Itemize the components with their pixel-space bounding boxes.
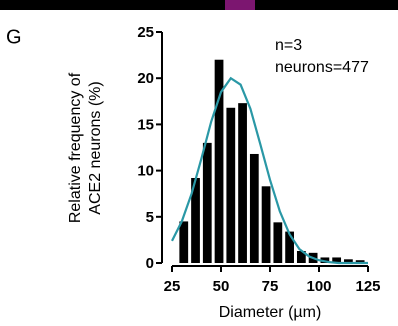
y-tick-label: 5 xyxy=(146,209,154,226)
bar xyxy=(191,177,200,263)
bar xyxy=(285,231,294,263)
x-tick-label: 25 xyxy=(164,278,181,295)
x-tick-label: 75 xyxy=(262,278,279,295)
bar xyxy=(296,250,306,263)
y-tick-label: 15 xyxy=(137,116,154,133)
y-tick-label: 20 xyxy=(137,70,154,87)
bar xyxy=(332,257,342,263)
bar xyxy=(179,221,189,263)
bar xyxy=(344,259,353,263)
x-tick-label: 50 xyxy=(213,278,230,295)
x-tick-label: 125 xyxy=(355,278,380,295)
bar xyxy=(249,153,259,263)
annotation: n=3 xyxy=(275,37,302,54)
fit-curve xyxy=(171,76,368,265)
x-tick-label: 100 xyxy=(306,278,331,295)
bar xyxy=(261,186,271,263)
bar xyxy=(273,222,283,263)
y-tick-label: 10 xyxy=(137,163,154,180)
y-axis-label: Relative frequency of xyxy=(67,72,84,223)
x-axis-label: Diameter (µm) xyxy=(219,304,322,321)
bar xyxy=(202,142,212,263)
bar xyxy=(214,59,224,263)
y-axis-label: ACE2 neurons (%) xyxy=(87,81,104,214)
y-tick-label: 0 xyxy=(146,255,154,272)
bar xyxy=(238,103,247,263)
y-tick-label: 25 xyxy=(137,24,154,41)
image-strip xyxy=(0,0,398,10)
bar xyxy=(355,260,365,263)
image-strip-glow xyxy=(225,0,255,10)
panel-label: G xyxy=(6,26,22,48)
bar xyxy=(226,107,236,263)
annotation: neurons=477 xyxy=(275,59,369,76)
